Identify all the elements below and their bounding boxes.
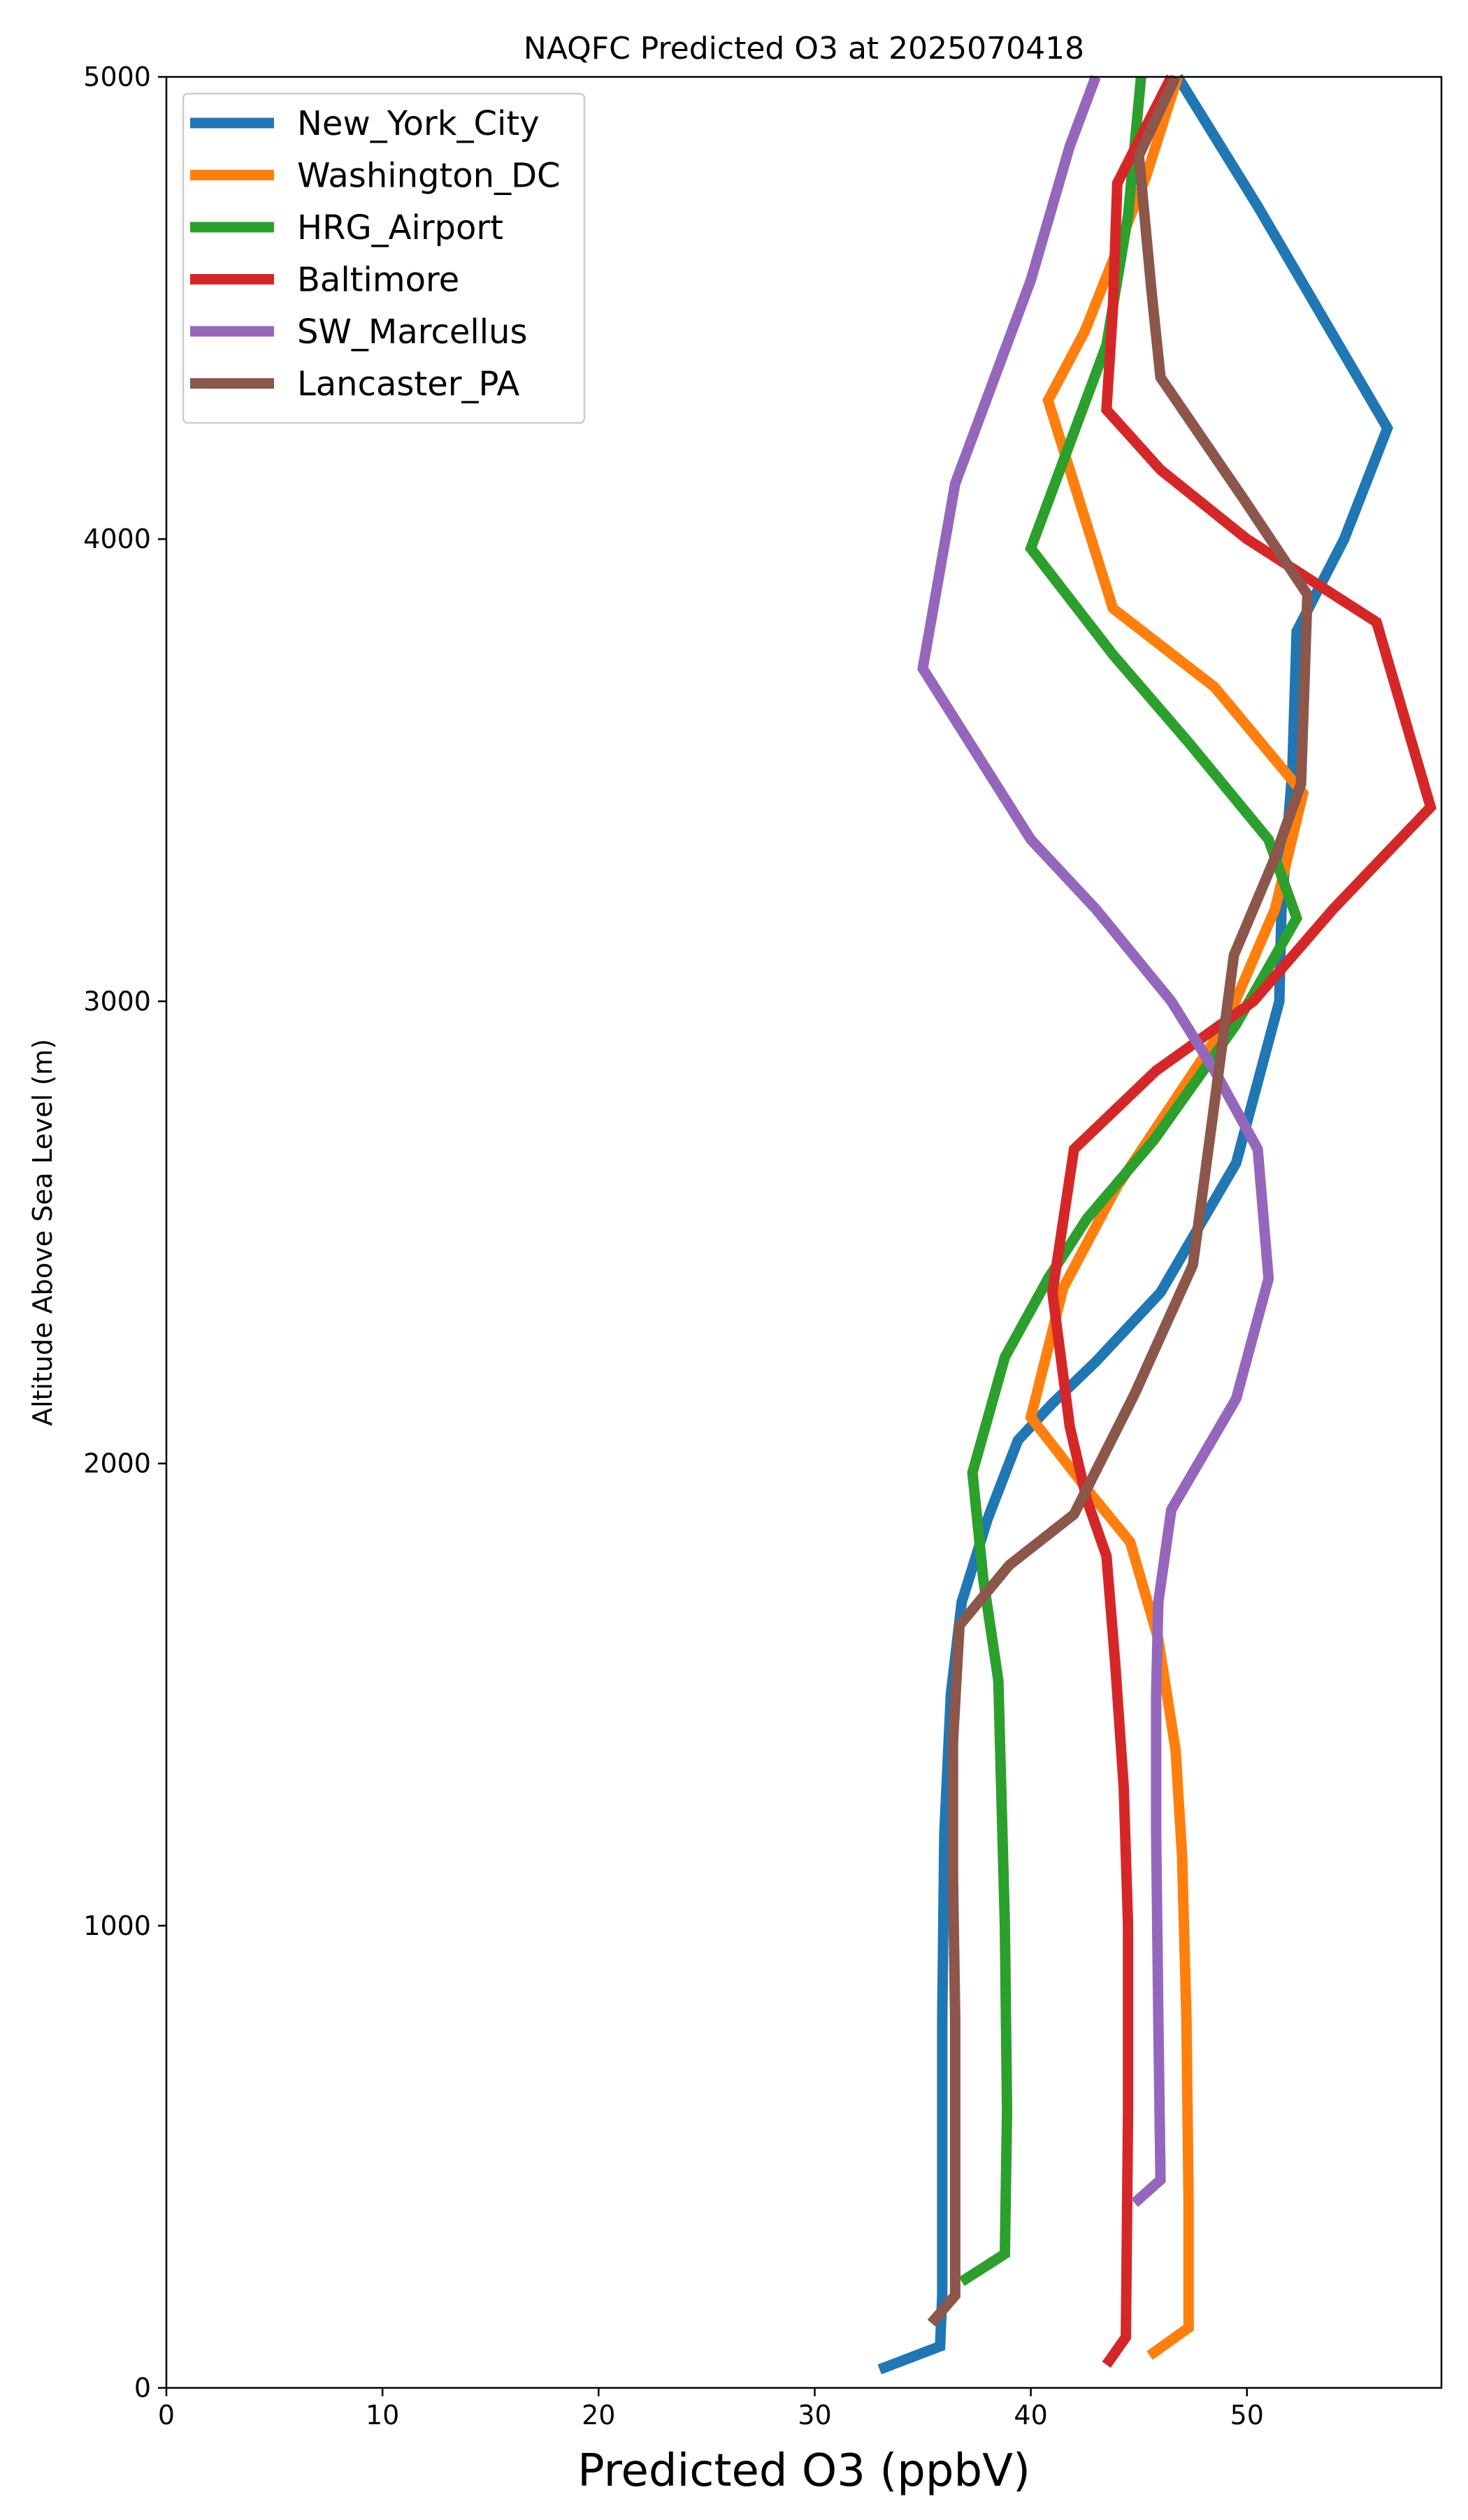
x-tick-label: 40: [1014, 2400, 1047, 2431]
legend-label: Washington_DC: [297, 157, 561, 196]
x-axis-label: Predicted O3 (ppbV): [577, 2445, 1030, 2497]
series-line-lancaster-pa: [927, 74, 1313, 2327]
chart-title: NAQFC Predicted O3 at 2025070418: [524, 31, 1084, 66]
series-line-washington-dc: [1025, 75, 1309, 2360]
y-tick-label: 0: [134, 2373, 151, 2403]
legend-label: SW_Marcellus: [297, 312, 527, 352]
x-tick-label: 30: [798, 2400, 831, 2431]
x-tick-label: 10: [366, 2400, 399, 2431]
series-lines: [877, 74, 1437, 2375]
x-tick-label: 0: [158, 2400, 175, 2431]
series-line-hrg-airport: [958, 76, 1303, 2287]
y-tick-label: 1000: [83, 1910, 151, 1941]
y-axis-label: Altitude Above Sea Level (m): [27, 1039, 58, 1426]
x-tick-label: 50: [1230, 2400, 1264, 2431]
x-tick-label: 20: [582, 2400, 615, 2431]
legend-label: Baltimore: [297, 261, 459, 300]
legend-label: New_York_City: [297, 104, 540, 143]
legend-box: [182, 92, 586, 424]
series-line-baltimore: [1046, 74, 1437, 2368]
series-line-sw-marcellus: [917, 75, 1274, 2208]
axis-ticks: 0 10 20 30 40 50 0 1000 2000 3000 4000 5000: [83, 62, 1264, 2431]
plot-area-frame: [165, 75, 1443, 2389]
y-tick-label: 5000: [83, 62, 151, 92]
legend-label: HRG_Airport: [297, 208, 503, 247]
legend-label: Lancaster_PA: [297, 365, 519, 404]
y-tick-label: 4000: [83, 524, 151, 554]
y-tick-label: 3000: [83, 986, 151, 1016]
y-tick-label: 2000: [83, 1448, 151, 1479]
legend: New_York_City Washington_DC HRG_Airport Bal…: [182, 92, 586, 424]
